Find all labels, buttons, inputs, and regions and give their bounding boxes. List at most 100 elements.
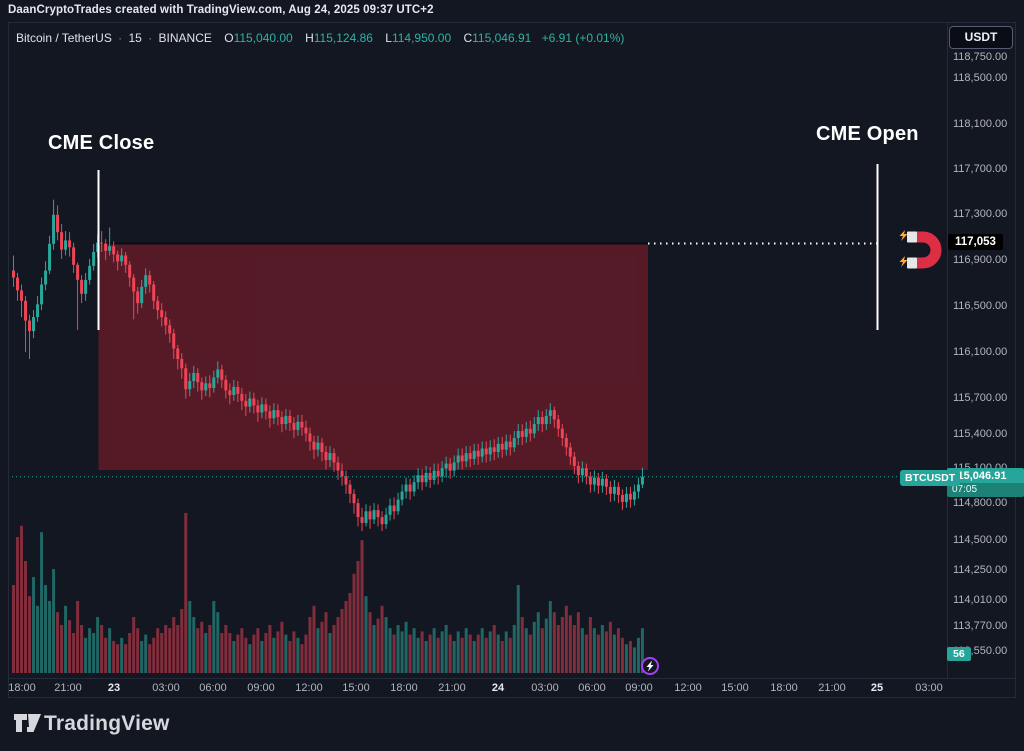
volume-bar [76,601,80,673]
volume-bar [12,585,15,673]
legend-low-value: 114,950.00 [391,31,452,45]
volume-bar [596,634,600,673]
time-tick-label: 12:00 [674,682,702,694]
volume-bar [532,621,536,673]
currency-usdt-button[interactable]: USDT [949,26,1013,49]
price-tick-label: 117,300.00 [953,208,1008,220]
candle-body [392,505,396,512]
time-axis[interactable]: 18:00 21:00 23 03:00 06:00 09:00 12:00 15:00 18:… [8,678,1016,698]
candle-body [600,478,604,486]
volume-bar [304,634,308,673]
candle-body [232,386,236,396]
volume-bar [324,612,328,673]
time-tick-label: 15:00 [342,682,370,694]
candle-body [548,410,552,416]
candle-body [436,470,440,477]
volume-bar [320,621,324,673]
candle-body [160,310,164,318]
time-tick-label-day: 25 [870,682,884,694]
volume-bar [400,631,404,673]
magnet-icon[interactable] [898,227,944,273]
frame-left-border [8,22,9,698]
candle-body [472,450,476,459]
candle-body [148,275,152,285]
frame-right-border [1015,22,1016,698]
volume-bar [456,631,460,673]
volume-bar [44,585,48,673]
candle-body [516,431,520,439]
time-tick-label: 09:00 [625,682,653,694]
candle-body [352,493,356,504]
candle-body [204,383,208,391]
candle-body [316,442,320,450]
candle-body [72,247,76,265]
cme-open-annotation[interactable]: CME Open [816,123,919,145]
candle-body [76,264,80,280]
time-tick-label: 15:00 [721,682,749,694]
price-axis-separator [947,22,948,678]
volume-bar [588,617,592,673]
candle-body [60,232,64,250]
volume-bar [564,605,568,673]
candle-body [320,442,324,452]
price-tick-label: 115,400.00 [953,428,1008,440]
cme-close-annotation[interactable]: CME Close [48,132,155,154]
volume-bar [352,573,356,673]
candle-body [484,448,488,455]
volume-bar [476,634,480,673]
volume-bar [592,628,596,673]
price-axis[interactable]: 118,750.00 118,500.00 118,100.00 117,700.00… [948,22,1024,678]
candle-body [424,472,428,483]
magnet-tip-bottom [907,257,917,269]
volume-bar [412,628,416,673]
candle-body [636,484,640,492]
volume-value-label: 56 [947,647,971,661]
candle-body [248,398,252,407]
time-tick-label-day: 23 [107,682,121,694]
candle-body [480,448,484,457]
volume-bar [356,561,360,673]
candle-body [200,382,204,391]
candle-body [368,511,372,520]
volume-bar [128,633,132,673]
time-tick-label: 06:00 [578,682,606,694]
volume-bar [248,644,252,673]
candle-body [180,358,184,369]
volume-bar [240,628,244,673]
volume-bar [636,637,640,673]
volume-bar [256,628,260,673]
volume-bar [616,628,620,673]
volume-bar [316,628,320,673]
volume-bar [268,625,272,673]
candle-body [420,475,424,483]
candle-body [616,486,620,496]
volume-bar [168,628,172,673]
volume-bar [496,634,500,673]
legend-close-value: 115,046.91 [472,31,532,45]
time-tick-label: 12:00 [295,682,323,694]
volume-bar [52,569,56,673]
candle-body [172,333,176,349]
volume-bar [236,634,240,673]
candle-body [132,277,136,292]
volume-bar [396,625,400,673]
candle-body [20,290,24,301]
time-tick-label: 21:00 [438,682,466,694]
legend-change-value: +6.91 (+0.01%) [541,31,625,45]
candle-body [620,495,624,502]
legend-interval: 15 [128,31,142,45]
symbol-legend[interactable]: Bitcoin / TetherUS · 15 · BINANCE O115,0… [16,31,624,45]
volume-bar [584,634,588,673]
candle-body [304,427,308,434]
tradingview-logo-icon[interactable] [14,713,42,735]
candle-body [284,415,288,425]
tradingview-logo-text[interactable]: TradingView [44,712,170,735]
volume-bar [64,605,68,673]
legend-close-label: C [463,31,473,45]
volume-bar [160,633,164,673]
volume-bar [528,634,532,673]
volume-bar [420,631,424,673]
candle-body [360,517,364,523]
volume-bar [24,561,28,673]
